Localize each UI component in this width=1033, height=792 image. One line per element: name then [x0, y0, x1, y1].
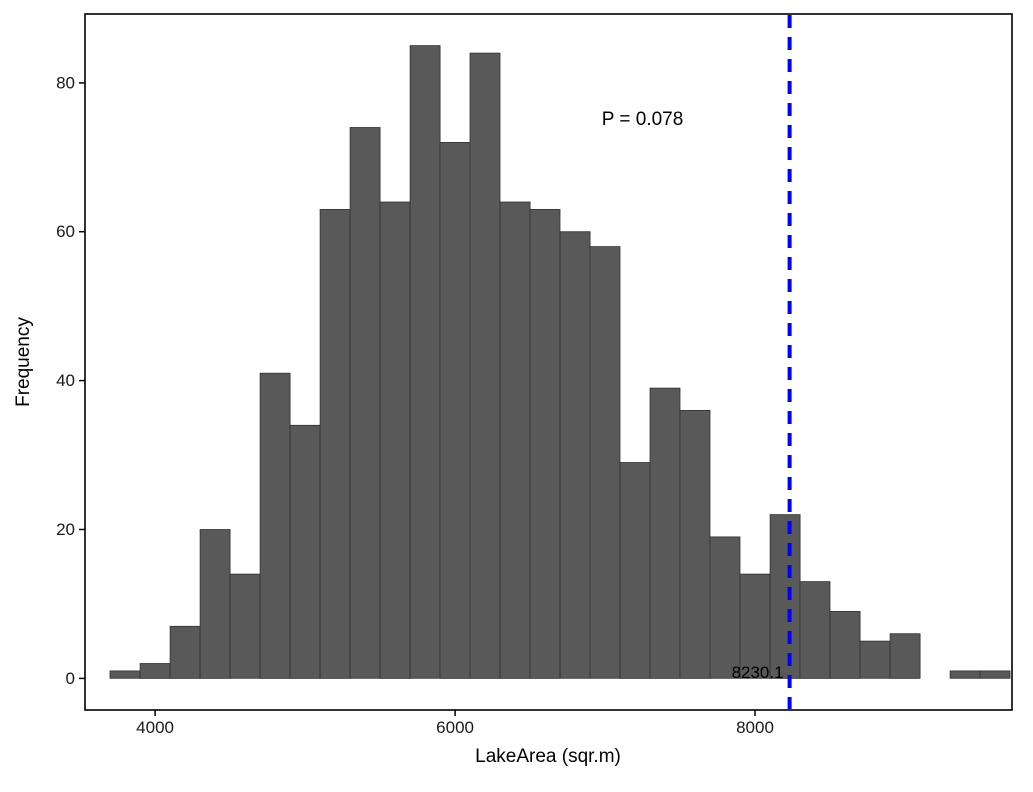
x-tick-label: 4000 [136, 718, 174, 737]
histogram-bar [169, 625, 201, 679]
histogram-bar [319, 208, 351, 679]
x-axis: 4000 6000 8000 [136, 710, 774, 737]
histogram-bar [109, 670, 141, 679]
y-axis: 0 20 40 60 80 [56, 73, 85, 688]
y-tick-label: 40 [56, 371, 75, 390]
histogram-bar [529, 208, 561, 679]
x-tick-label: 8000 [736, 718, 774, 737]
bars-group [109, 45, 1011, 679]
histogram-bar [859, 640, 891, 679]
histogram-bar [949, 670, 981, 679]
panel-border [84, 13, 1013, 711]
histogram-bar [679, 409, 711, 679]
y-tick-label: 60 [56, 222, 75, 241]
histogram-bar [289, 424, 321, 679]
histogram-bar [829, 611, 861, 679]
histogram-bar [889, 633, 921, 679]
histogram-bar [409, 45, 441, 679]
y-tick-label: 80 [56, 73, 75, 92]
p-value-annotation: P = 0.078 [601, 109, 684, 131]
histogram-bar [259, 372, 291, 679]
histogram-bar [379, 201, 411, 679]
histogram-bar [199, 529, 231, 679]
histogram-bar [769, 514, 801, 679]
histogram-bar [349, 127, 381, 679]
histogram-bar [139, 663, 171, 679]
histogram-bar [709, 536, 741, 679]
histogram-bar [619, 462, 651, 679]
observed-value-label: 8230.1 [731, 663, 784, 683]
histogram-bar [979, 670, 1011, 679]
x-tick-label: 6000 [436, 718, 474, 737]
y-tick-label: 20 [56, 520, 75, 539]
y-tick-label: 0 [66, 669, 75, 688]
histogram-bar [499, 201, 531, 679]
histogram-bar [649, 387, 681, 679]
histogram-bar [439, 141, 471, 679]
histogram-bar [469, 52, 501, 679]
histogram-bar [589, 246, 621, 679]
y-axis-title: Frequency [13, 317, 34, 407]
x-axis-title: LakeArea (sqr.m) [475, 746, 621, 767]
histogram-bar [229, 573, 261, 679]
histogram-bar [799, 581, 831, 679]
histogram-bar [559, 231, 591, 679]
